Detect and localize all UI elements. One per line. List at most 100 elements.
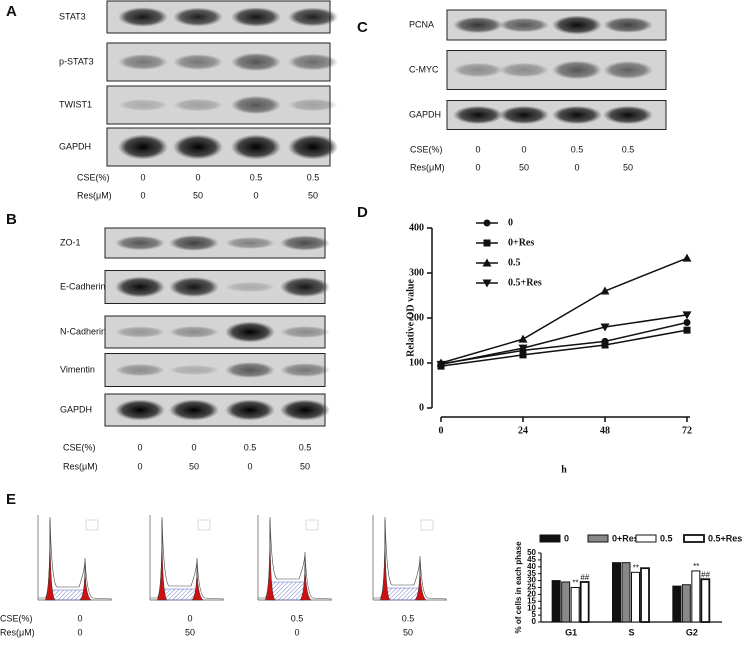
blot-band [603,17,653,33]
blot-band [603,60,653,80]
y-axis-label: Relative OD value [405,279,416,357]
condition-value: 0 [187,613,192,623]
condition-value: 0 [137,461,142,471]
blot-band [115,276,165,298]
blot-band [118,54,168,70]
condition-value: 0.5 [622,144,635,154]
data-point [682,311,692,320]
blot-row-label: GAPDH [60,404,92,414]
significance-mark: ** [693,562,700,571]
condition-value: 0 [294,627,299,637]
bar [621,562,631,623]
y-tick-label: 5 [532,610,537,619]
blot-band [499,105,549,125]
blot-row-label: TWIST1 [59,99,92,109]
blot-band [169,399,219,421]
blot-band [231,95,281,115]
legend-label: 0.5+Res [708,533,742,543]
blot-row-label: C-MYC [409,64,439,74]
x-axis-label: h [561,464,567,475]
condition-value: 0 [521,144,526,154]
blot-band [499,62,549,78]
blot-band [280,326,330,338]
condition-value: 0.5 [571,144,584,154]
condition-label: CSE(%) [0,613,33,623]
blot-band [288,53,338,71]
condition-value: 0 [574,162,579,172]
y-tick-label: 20 [527,590,536,599]
legend-label: 0 [564,533,569,543]
blot-band [280,363,330,377]
panel-label: D [357,204,368,221]
condition-value: 0.5 [299,442,312,452]
blot-band [231,7,281,27]
bar [561,581,571,623]
blot-band [225,362,275,378]
condition-value: 50 [519,162,529,172]
y-axis-label: % of cells in each phase [514,541,523,634]
blot-band [225,399,275,421]
series-line [440,257,688,364]
bar [570,587,580,623]
legend-box [85,519,99,531]
blot-band [169,326,219,338]
panel-label: A [6,3,17,20]
legend-swatch [539,534,561,543]
panel-label: E [6,491,16,508]
blot-band [552,15,602,35]
condition-value: 0.5 [244,442,257,452]
blot-band [280,235,330,251]
blot-band [169,235,219,251]
blot-band [280,399,330,421]
fit-curve [373,516,448,600]
condition-value: 50 [189,461,199,471]
data-point [519,351,527,359]
blot-band [173,134,223,160]
condition-label: Res(μM) [63,461,98,471]
bar [672,585,682,623]
blot-row-label: STAT3 [59,11,86,21]
y-tick-label: 30 [527,576,536,585]
bar [640,567,650,623]
condition-value: 0.5 [402,613,415,623]
y-tick-label: 100 [409,357,424,368]
blot-band [169,276,219,298]
legend-label: 0.5 [660,533,673,543]
blot-row-label: N-Cadherin [60,326,106,336]
x-tick-label: 0 [439,425,444,436]
data-point [600,286,610,295]
y-tick-label: 0 [532,617,537,626]
y-tick-label: 40 [527,562,536,571]
condition-value: 0 [475,144,480,154]
bar [612,562,621,623]
condition-value: 0.5 [307,172,320,182]
fit-curve [258,516,333,600]
fit-curve [150,516,225,600]
blot-band [288,7,338,27]
condition-value: 0 [140,172,145,182]
legend-swatch [587,534,609,543]
legend-marker [482,258,492,267]
condition-value: 0 [77,613,82,623]
legend-label: 0 [508,217,513,228]
y-tick-label: 400 [409,222,424,233]
blot-band [552,60,602,80]
condition-value: 50 [623,162,633,172]
series-line [440,329,688,367]
x-tick-label: 72 [682,425,692,436]
y-tick-label: 200 [409,312,424,323]
hatched-s-phase [49,589,86,601]
legend-label: 0+Res [508,237,534,248]
blot-band [231,134,281,160]
blot-band [603,105,653,125]
condition-value: 0 [191,442,196,452]
y-tick-label: 10 [527,603,536,612]
significance-mark: ## [701,570,710,579]
data-point [600,323,610,332]
blot-row-label: GAPDH [59,141,91,151]
series-line [440,314,688,366]
panel-label: B [6,211,17,228]
blot-row-label: GAPDH [409,109,441,119]
legend-marker [482,279,492,288]
y-tick-label: 300 [409,267,424,278]
